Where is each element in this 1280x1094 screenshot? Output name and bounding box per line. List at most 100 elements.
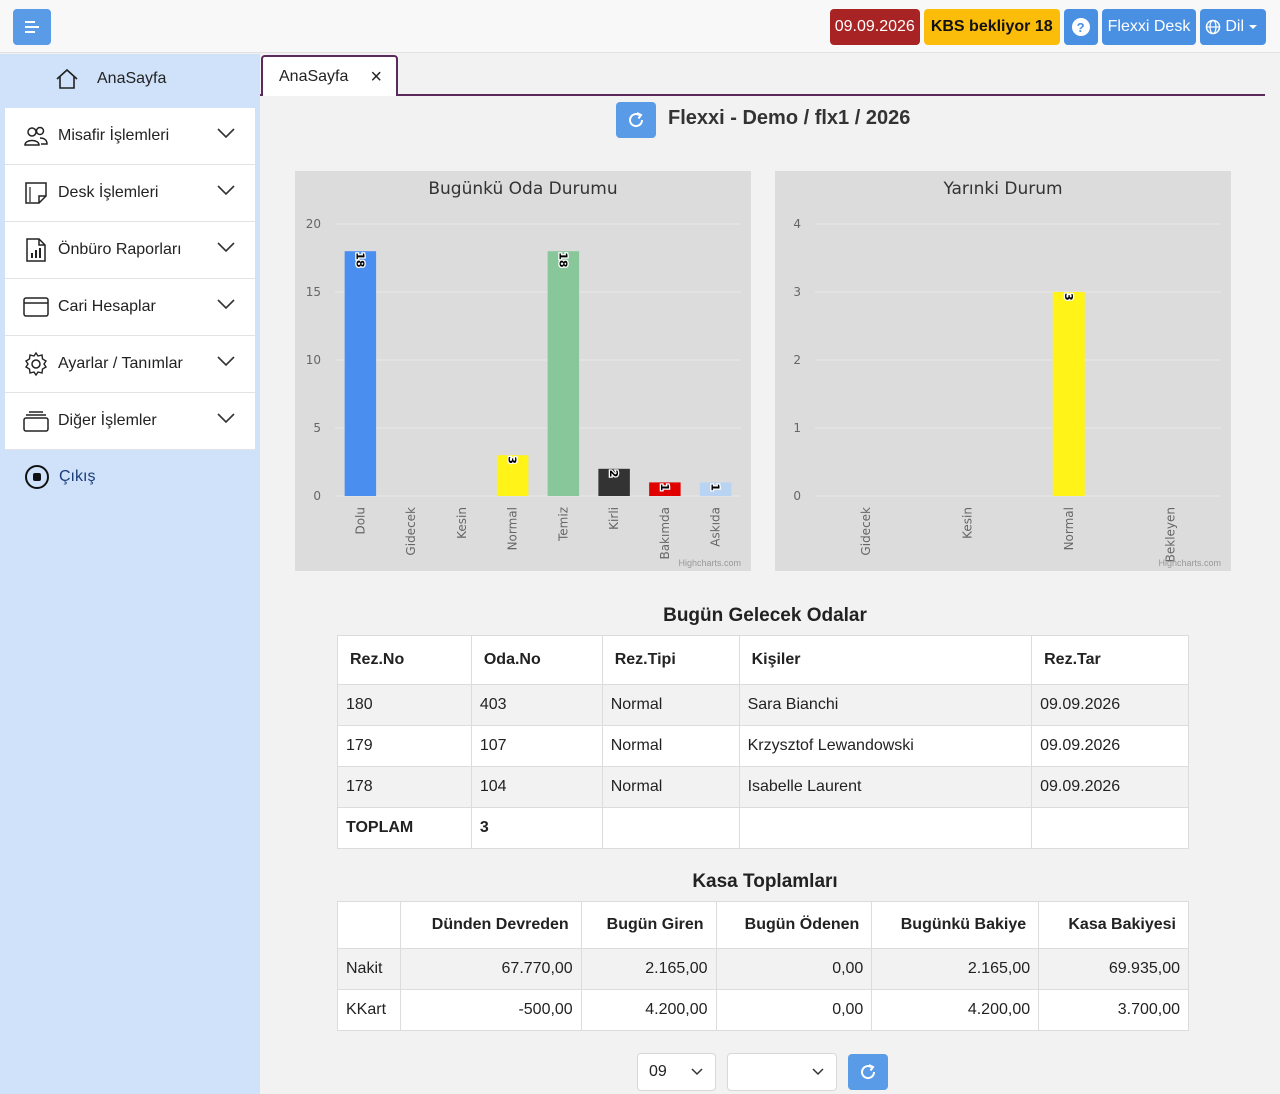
y-tick-label: 0 <box>313 489 321 503</box>
sidebar-item-reports[interactable]: Önbüro Raporları <box>5 222 255 279</box>
chart-today-plot: 0 5 10 15 20 18 Dolu Gidecek Kesin 3 Normal 18 Temiz… <box>306 217 741 560</box>
data-label: 18 <box>353 252 366 267</box>
second-select[interactable] <box>727 1053 837 1091</box>
y-tick-label: 20 <box>306 217 321 231</box>
column-header: Kişiler <box>738 635 1033 685</box>
chevron-down-icon <box>812 1068 824 1076</box>
cell: 09.09.2026 <box>1031 684 1189 726</box>
data-label: 3 <box>506 456 519 464</box>
column-header: Rez.Tar <box>1031 635 1189 685</box>
chart-today: Bugünkü Oda Durumu 0 5 10 15 20 18 Dolu Gidecek… <box>295 171 751 571</box>
y-tick-label: 5 <box>313 421 321 435</box>
column-header: Bugün Ödenen <box>715 901 873 949</box>
table-row[interactable]: Nakit 67.770,00 2.165,00 0,00 2.165,00 6… <box>337 948 1189 990</box>
cell: Isabelle Laurent <box>738 766 1033 808</box>
cell: 178 <box>337 766 472 808</box>
refresh-icon <box>861 1064 876 1080</box>
y-tick-label: 4 <box>793 217 801 231</box>
caret-down-icon <box>1249 25 1257 29</box>
sidebar-item-label: Desk İşlemleri <box>58 184 159 201</box>
bar[interactable] <box>699 482 732 496</box>
table-row[interactable]: KKart -500,00 4.200,00 0,00 4.200,00 3.7… <box>337 989 1189 1031</box>
column-header: Oda.No <box>470 635 603 685</box>
flexxi-desk-button[interactable]: Flexxi Desk <box>1101 9 1197 45</box>
arrivals-table: Rez.No Oda.No Rez.Tipi Kişiler Rez.Tar 1… <box>337 635 1189 849</box>
y-tick-label: 10 <box>306 353 321 367</box>
column-header: Rez.Tipi <box>601 635 740 685</box>
cell: 4.200,00 <box>580 989 717 1031</box>
sidebar-item-misafir[interactable]: Misafir İşlemleri <box>5 108 255 165</box>
bar[interactable] <box>547 251 580 496</box>
cell: 0,00 <box>715 948 873 990</box>
tab-label: AnaSayfa <box>279 67 349 85</box>
date-badge[interactable]: 09.09.2026 <box>829 9 920 45</box>
x-tick-label: Kesin <box>455 507 469 539</box>
chevron-down-icon <box>217 242 235 253</box>
chart-credit: Highcharts.com <box>678 558 741 568</box>
cash-table: Dünden Devreden Bugün Giren Bugün Ödenen… <box>337 901 1189 1031</box>
logout-link[interactable]: Çıkış <box>24 464 95 490</box>
users-icon <box>23 123 49 149</box>
sidebar-item-label: Ayarlar / Tanımlar <box>58 355 183 372</box>
top-bar: 09.09.2026 KBS bekliyor 18 ? Flexxi Desk… <box>0 0 1280 53</box>
y-tick-label: 15 <box>306 285 321 299</box>
tab-underline <box>260 94 1265 96</box>
x-tick-label: Dolu <box>353 507 367 535</box>
x-tick-label: Temiz <box>556 507 570 542</box>
sidebar-item-cari[interactable]: Cari Hesaplar <box>5 279 255 336</box>
cell: 180 <box>337 684 472 726</box>
refresh-filter-button[interactable] <box>848 1054 888 1090</box>
layers-icon <box>23 408 49 434</box>
data-label: 1 <box>709 483 722 491</box>
menu-icon <box>25 21 39 33</box>
bar[interactable] <box>1052 292 1085 496</box>
kbs-badge[interactable]: KBS bekliyor 18 <box>923 9 1060 45</box>
globe-icon <box>1206 19 1221 35</box>
cell: Sara Bianchi <box>738 684 1033 726</box>
cell <box>1031 807 1189 849</box>
sidebar: AnaSayfa Misafir İşlemleri Desk İşlemler… <box>0 54 260 1094</box>
tab-anasayfa[interactable]: AnaSayfa × <box>261 55 398 96</box>
cell: 179 <box>337 725 472 767</box>
help-button[interactable]: ? <box>1063 9 1098 45</box>
refresh-icon <box>629 112 644 128</box>
table-row[interactable]: 180 403 Normal Sara Bianchi 09.09.2026 <box>337 684 1189 726</box>
x-tick-label: Bekleyen <box>1163 507 1177 562</box>
table-row[interactable]: 178 104 Normal Isabelle Laurent 09.09.20… <box>337 766 1189 808</box>
bar[interactable] <box>598 468 630 496</box>
cash-title: Kasa Toplamları <box>692 871 838 892</box>
bar[interactable] <box>649 482 681 496</box>
cell: 67.770,00 <box>399 948 582 990</box>
sidebar-item-settings[interactable]: Ayarlar / Tanımlar <box>5 336 255 393</box>
x-tick-label: Normal <box>1062 507 1076 550</box>
cell: Normal <box>601 684 740 726</box>
table-row[interactable]: 179 107 Normal Krzysztof Lewandowski 09.… <box>337 725 1189 767</box>
window-icon <box>23 294 49 320</box>
close-icon[interactable]: × <box>370 65 383 88</box>
y-tick-label: 1 <box>793 421 801 435</box>
chart-title: Yarınki Durum <box>943 179 1063 199</box>
chart-title: Bugünkü Oda Durumu <box>428 179 618 199</box>
month-select[interactable]: 09 <box>637 1053 716 1091</box>
y-tick-label: 3 <box>793 285 801 299</box>
bar[interactable] <box>496 455 529 496</box>
refresh-button[interactable] <box>616 102 656 138</box>
tab-strip: AnaSayfa × <box>260 54 1280 96</box>
language-dropdown[interactable]: Dil <box>1200 9 1266 45</box>
sidebar-menu: Misafir İşlemleri Desk İşlemleri Önbüro … <box>5 108 255 450</box>
x-tick-label: Kirli <box>607 507 621 530</box>
chart-tomorrow: Yarınki Durum 0 1 2 3 4 Gidecek Kesin 3 Normal Be… <box>775 171 1231 571</box>
sidebar-item-label: Cari Hesaplar <box>58 298 156 315</box>
note-icon <box>23 180 49 206</box>
language-label: Dil <box>1225 18 1244 35</box>
sidebar-item-desk[interactable]: Desk İşlemleri <box>5 165 255 222</box>
menu-toggle-button[interactable] <box>13 9 51 45</box>
x-tick-label: Gidecek <box>404 507 418 556</box>
sidebar-home[interactable]: AnaSayfa <box>55 68 166 90</box>
y-tick-label: 2 <box>793 353 801 367</box>
bar[interactable] <box>344 251 377 496</box>
column-header: Kasa Bakiyesi <box>1038 901 1189 949</box>
report-icon <box>23 237 49 263</box>
cell <box>601 807 740 849</box>
sidebar-item-other[interactable]: Diğer İşlemler <box>5 393 255 450</box>
